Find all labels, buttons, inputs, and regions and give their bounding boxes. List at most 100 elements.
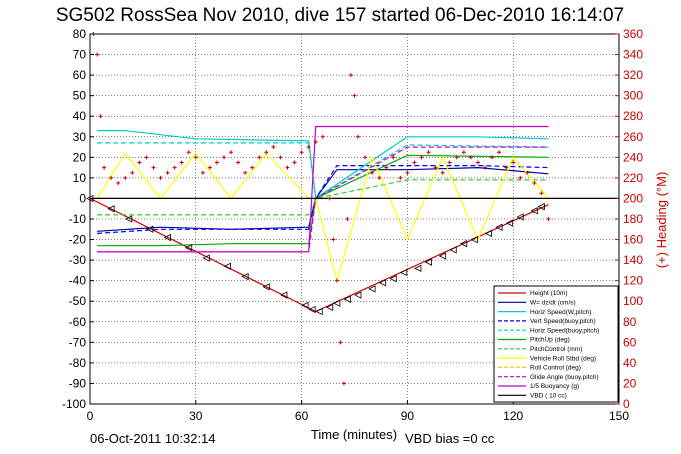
heading-point	[356, 134, 361, 139]
y-tick-label: -80	[69, 356, 87, 370]
heading-point	[532, 181, 537, 186]
triangle-markers	[86, 194, 545, 316]
heading-point	[257, 155, 262, 160]
heading-point	[468, 155, 473, 160]
triangle-marker	[262, 283, 270, 291]
heading-point	[236, 160, 241, 165]
y-tick-label: -60	[69, 315, 87, 329]
y2-tick-label: 220	[623, 171, 643, 185]
y2-tick-label: 100	[623, 294, 643, 308]
legend-label-9: Glide Angle (buoy,pitch)	[530, 374, 599, 381]
heading-point	[525, 170, 530, 175]
heading-point	[151, 165, 156, 170]
heading-point	[546, 217, 551, 221]
triangle-marker	[241, 272, 249, 281]
y-tick-label: 60	[73, 68, 87, 82]
triangle-marker	[449, 246, 457, 254]
y2-tick-label: 200	[623, 191, 643, 205]
heading-point	[454, 155, 459, 160]
y2-axis-label: (+) Heading (°M)	[654, 172, 669, 269]
heading-point	[292, 160, 297, 165]
heading-point	[165, 170, 170, 175]
series-line-6	[97, 179, 549, 216]
heading-point	[440, 170, 445, 175]
y2-tick-label: 20	[623, 376, 637, 390]
series-line-10	[97, 125, 549, 253]
heading-point	[172, 165, 177, 170]
heading-point	[222, 155, 227, 160]
legend-label-7: Vehicle Roll Stbd (deg)	[530, 355, 596, 362]
y2-tick-label: 280	[623, 109, 643, 123]
triangle-marker	[399, 268, 408, 277]
x-axis-label: Time (minutes)	[311, 427, 397, 442]
heading-point	[299, 150, 304, 155]
heading-point	[98, 114, 103, 119]
heading-point	[461, 150, 466, 155]
triangle-marker	[325, 303, 334, 312]
legend-label-10: 1/5 Buoyancy (g)	[530, 383, 579, 390]
triangle-marker	[146, 225, 154, 233]
heading-point	[200, 170, 205, 175]
triangle-marker	[301, 301, 309, 309]
heading-point	[338, 340, 343, 345]
heading-point	[363, 155, 368, 160]
y-tick-label: -90	[69, 376, 87, 390]
legend-label-11: VBD ( 10 cc)	[530, 393, 567, 400]
heading-point	[250, 165, 255, 170]
heading-point	[102, 165, 107, 170]
legend-label-1: W= dz/dt (cm/s)	[530, 300, 576, 307]
heading-point	[207, 165, 212, 170]
x-tick-label: 0	[87, 409, 94, 423]
triangle-marker	[470, 235, 478, 244]
series-line-4	[97, 142, 549, 200]
triangle-marker	[343, 295, 351, 303]
y-tick-label: 10	[73, 171, 87, 185]
heading-point	[511, 160, 516, 165]
triangle-marker	[438, 252, 447, 260]
y2-tick-label: 60	[623, 335, 637, 349]
heading-point	[504, 165, 509, 170]
heading-point	[352, 93, 357, 98]
triangle-marker	[505, 219, 514, 227]
y-tick-label: -30	[69, 253, 87, 267]
y2-tick-label: 0	[623, 397, 630, 411]
heading-point	[313, 139, 318, 144]
heading-point	[327, 196, 332, 201]
heading-point	[426, 150, 431, 155]
legend-label-6: PitchControl (mm)	[530, 346, 582, 353]
heading-point	[278, 155, 283, 160]
triangle-marker	[308, 305, 316, 314]
legend-label-2: Horiz Speed(W,pitch)	[530, 309, 591, 316]
triangle-marker	[414, 264, 422, 272]
heading-point	[306, 145, 311, 150]
heading-point	[334, 278, 339, 283]
x-tick-label: 120	[503, 409, 523, 423]
heading-point	[243, 170, 248, 175]
heading-point	[345, 217, 350, 221]
heading-point	[158, 175, 163, 180]
x-tick-label: 150	[609, 409, 629, 423]
y2-tick-label: 320	[623, 68, 643, 82]
heading-point	[482, 165, 487, 170]
heading-point	[412, 160, 417, 165]
triangle-marker	[107, 205, 115, 213]
y2-tick-label: 160	[623, 233, 643, 247]
heading-point	[229, 150, 234, 155]
footer-timestamp: 06-Oct-2011 10:32:14	[90, 431, 216, 446]
triangle-marker	[378, 279, 387, 287]
y-tick-label: 20	[73, 150, 87, 164]
heading-point	[539, 191, 544, 196]
triangle-marker	[280, 291, 288, 299]
chart-title: SG502 RossSea Nov 2010, dive 157 started…	[56, 5, 624, 26]
triangle-marker	[516, 213, 524, 221]
triangle-marker	[368, 285, 376, 293]
y-tick-label: 0	[79, 191, 86, 205]
y2-tick-label: 80	[623, 315, 637, 329]
y-tick-label: -70	[69, 335, 87, 349]
triangle-marker	[332, 299, 341, 307]
series-line-2	[97, 130, 549, 200]
heading-point	[137, 160, 142, 165]
heading-point	[331, 237, 336, 242]
heading-point	[377, 175, 382, 180]
legend-label-0: Height (10m)	[530, 290, 568, 297]
